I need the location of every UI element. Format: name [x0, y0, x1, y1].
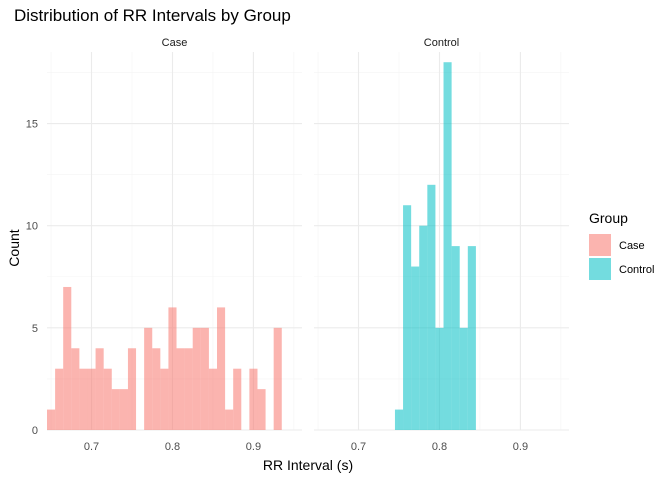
x-tick-label: 0.9	[246, 441, 261, 453]
x-tick-label: 0.7	[351, 441, 366, 453]
histogram-bar	[200, 327, 209, 430]
legend-swatch	[589, 234, 611, 256]
histogram-bar	[459, 327, 468, 430]
histogram-bar	[273, 327, 282, 430]
histogram-bar	[79, 368, 88, 430]
facet-strip-label: Case	[162, 37, 188, 49]
facet-panel-case: Case 0.7 0.8 0.9	[47, 37, 302, 453]
histogram-bar	[184, 348, 193, 430]
histogram-bar	[111, 389, 120, 430]
facet-panel-control: Control 0.7 0.8 0.9	[314, 37, 569, 453]
histogram-bars	[394, 62, 476, 430]
histogram-bar	[152, 348, 161, 430]
histogram-bar	[419, 225, 428, 430]
histogram-bar	[103, 368, 112, 430]
histogram-bar	[225, 409, 234, 430]
histogram-bar	[176, 348, 185, 430]
histogram-bar	[87, 368, 96, 430]
histogram-bars	[47, 286, 282, 430]
x-tick-label: 0.8	[432, 441, 447, 453]
histogram-bar	[394, 409, 404, 430]
histogram-bar	[168, 307, 177, 430]
y-tick-label: 15	[26, 119, 38, 131]
histogram-bar	[192, 327, 201, 430]
histogram-bar	[119, 389, 128, 430]
legend-title: Group	[589, 210, 628, 226]
legend-swatch	[589, 258, 611, 280]
x-axis-title: RR Interval (s)	[263, 457, 353, 473]
legend-label: Case	[619, 240, 645, 252]
y-tick-label: 10	[26, 221, 38, 233]
x-tick-label: 0.8	[165, 441, 180, 453]
histogram-bar	[47, 409, 56, 430]
histogram-bar	[71, 348, 80, 430]
y-tick-label: 5	[32, 323, 38, 335]
legend: Group Case Control	[589, 210, 654, 280]
histogram-bar	[63, 286, 72, 430]
histogram-bar	[427, 184, 436, 430]
x-tick-label: 0.9	[513, 441, 528, 453]
histogram-bar	[127, 348, 137, 430]
histogram-bar	[233, 368, 242, 430]
legend-item-control: Control	[589, 258, 654, 280]
histogram-bar	[217, 307, 226, 430]
x-tick-label: 0.7	[84, 441, 99, 453]
histogram-bar	[208, 368, 217, 430]
facet-strip-label: Control	[424, 37, 459, 49]
histogram-bar	[160, 368, 169, 430]
histogram-bar	[467, 246, 476, 430]
chart-title: Distribution of RR Intervals by Group	[14, 6, 291, 25]
histogram-bar	[144, 327, 153, 430]
histogram-bar	[451, 246, 460, 430]
facet-panels: Case 0.7 0.8 0.9 Control 0.7 0.8 0.9 0 5 10 15	[26, 37, 569, 453]
histogram-bar	[95, 348, 104, 430]
histogram-bar	[435, 327, 444, 430]
legend-item-case: Case	[589, 234, 645, 256]
y-axis-title: Count	[6, 229, 22, 266]
histogram-bar	[55, 368, 64, 430]
legend-label: Control	[619, 264, 654, 276]
histogram-bar	[249, 368, 258, 430]
histogram-bar	[411, 266, 420, 430]
histogram-bar	[443, 62, 452, 430]
histogram-bar	[257, 389, 266, 430]
y-tick-label: 0	[32, 425, 38, 437]
histogram-bar	[403, 205, 412, 430]
y-axis-ticks: 0 5 10 15	[26, 119, 38, 437]
